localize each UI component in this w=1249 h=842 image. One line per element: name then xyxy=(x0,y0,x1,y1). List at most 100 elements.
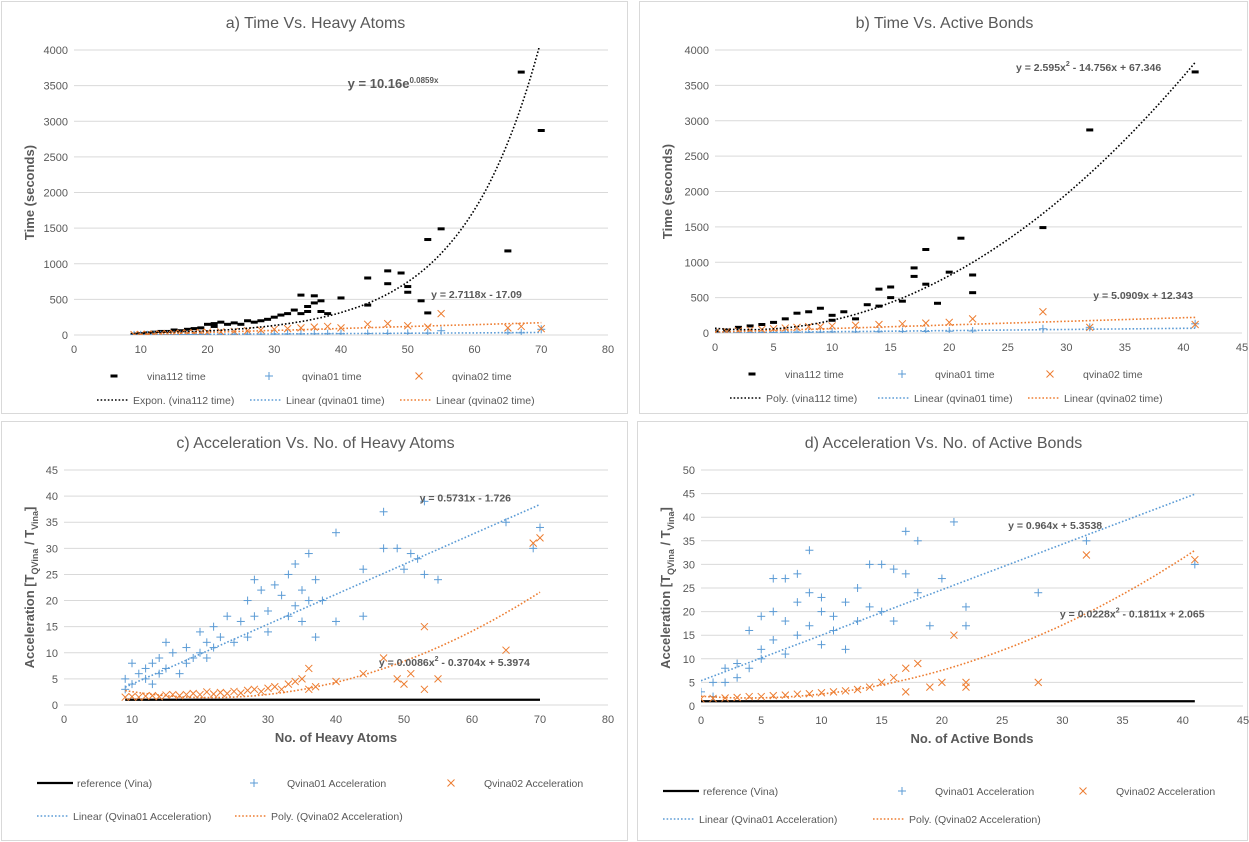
y-tick-label: 2500 xyxy=(44,152,68,164)
chart-title: c) Acceleration Vs. No. of Heavy Atoms xyxy=(176,435,454,452)
y-tick-label: 3000 xyxy=(685,116,709,128)
data-point xyxy=(155,654,164,662)
data-point xyxy=(311,575,320,584)
data-point xyxy=(243,633,252,642)
data-point xyxy=(393,675,402,683)
data-point xyxy=(877,607,886,616)
data-point xyxy=(223,689,232,698)
y-tick-label: 4000 xyxy=(44,45,68,57)
trendline-equation: y = 0.5731x - 1.726 xyxy=(420,492,512,504)
x-tick-label: 50 xyxy=(398,714,410,726)
data-point xyxy=(745,692,754,701)
data-point xyxy=(423,323,432,332)
x-tick-label: 10 xyxy=(126,714,138,726)
x-tick-label: 0 xyxy=(61,714,67,726)
y-tick-label: 45 xyxy=(683,489,695,501)
legend-entry: Qvina01 Acceleration xyxy=(898,786,1034,798)
x-tick-label: 15 xyxy=(885,342,897,354)
y-tick-label: 50 xyxy=(683,465,695,477)
data-point xyxy=(817,688,826,697)
y-tick-label: 1000 xyxy=(685,257,709,269)
data-point xyxy=(257,586,266,595)
data-point xyxy=(311,633,320,642)
data-point xyxy=(1034,678,1043,687)
chart-title: d) Acceleration Vs. No. of Active Bonds xyxy=(805,435,1082,452)
data-point xyxy=(304,596,313,605)
legend-entry: Linear (qvina01 time) xyxy=(878,393,1013,405)
data-point xyxy=(865,602,874,611)
data-point xyxy=(202,688,211,696)
trendline xyxy=(701,493,1196,682)
x-tick-label: 10 xyxy=(826,342,838,354)
data-point xyxy=(379,507,388,516)
y-tick-label: 20 xyxy=(46,596,58,608)
trendline-equation: y = 5.0909x + 12.343 xyxy=(1093,290,1193,302)
data-point xyxy=(182,643,191,652)
data-point xyxy=(236,617,245,626)
trendline-equation: y = 10.16e0.0859x xyxy=(348,76,439,91)
data-point xyxy=(304,664,313,673)
legend-label: Poly. (Qvina02 Acceleration) xyxy=(271,811,403,823)
data-point xyxy=(1085,323,1094,332)
data-point xyxy=(420,622,429,631)
data-point xyxy=(363,320,372,329)
data-point xyxy=(141,664,150,673)
data-point xyxy=(406,669,415,678)
data-point xyxy=(148,659,157,668)
data-point xyxy=(1190,560,1199,569)
data-point xyxy=(945,318,954,327)
plot-area xyxy=(701,493,1199,703)
data-point xyxy=(841,645,850,654)
data-point xyxy=(189,654,198,662)
data-point xyxy=(901,527,910,536)
data-point xyxy=(769,574,778,583)
legend-marker xyxy=(1046,370,1054,378)
data-point xyxy=(889,565,898,574)
y-tick-label: 5 xyxy=(689,677,695,689)
y-tick-label: 4000 xyxy=(685,45,709,57)
data-point xyxy=(284,570,293,579)
legend-label: Linear (qvina01 time) xyxy=(286,395,385,407)
x-tick-label: 35 xyxy=(1119,342,1131,354)
x-axis-label: No. of Heavy Atoms xyxy=(275,730,397,745)
data-point xyxy=(176,329,185,335)
chart-a: a) Time Vs. Heavy Atoms05001000150020002… xyxy=(22,15,614,407)
data-point xyxy=(968,314,977,323)
legend-marker xyxy=(250,779,258,787)
data-point xyxy=(332,617,340,626)
data-point xyxy=(175,669,184,678)
legend-label: Qvina02 Acceleration xyxy=(484,778,583,790)
data-point xyxy=(270,682,279,691)
data-point xyxy=(769,635,778,644)
legend-entry: reference (Vina) xyxy=(37,778,152,790)
data-point xyxy=(938,678,946,687)
x-tick-label: 35 xyxy=(1116,715,1128,727)
x-tick-label: 0 xyxy=(698,715,704,727)
data-point xyxy=(757,645,766,654)
data-point xyxy=(182,690,191,699)
x-tick-label: 30 xyxy=(268,344,280,356)
data-point xyxy=(962,683,970,691)
chart-panel-a: a) Time Vs. Heavy Atoms 0 500 1000 1500 2000 2… xyxy=(1,1,628,414)
data-point xyxy=(745,664,754,673)
y-tick-label: 2500 xyxy=(685,151,709,163)
legend-entry: Poly. (Qvina02 Acceleration) xyxy=(235,811,403,823)
legend-label: qvina02 time xyxy=(452,371,512,383)
data-point xyxy=(243,686,252,695)
y-tick-label: 0 xyxy=(703,328,709,340)
data-point xyxy=(517,322,526,331)
data-point xyxy=(733,673,742,682)
y-axis-label: Time (seconds) xyxy=(660,144,675,239)
y-tick-label: 20 xyxy=(683,607,695,619)
data-point xyxy=(298,617,306,626)
data-point xyxy=(134,693,143,702)
data-point xyxy=(853,685,862,694)
data-point xyxy=(1034,588,1043,597)
data-point xyxy=(298,586,306,595)
data-point xyxy=(1082,536,1091,545)
data-point xyxy=(949,517,958,526)
legend-label: Qvina02 Acceleration xyxy=(1116,786,1215,798)
data-point xyxy=(865,560,874,569)
legend-label: Linear (qvina01 time) xyxy=(914,393,1013,405)
data-point xyxy=(277,591,286,600)
